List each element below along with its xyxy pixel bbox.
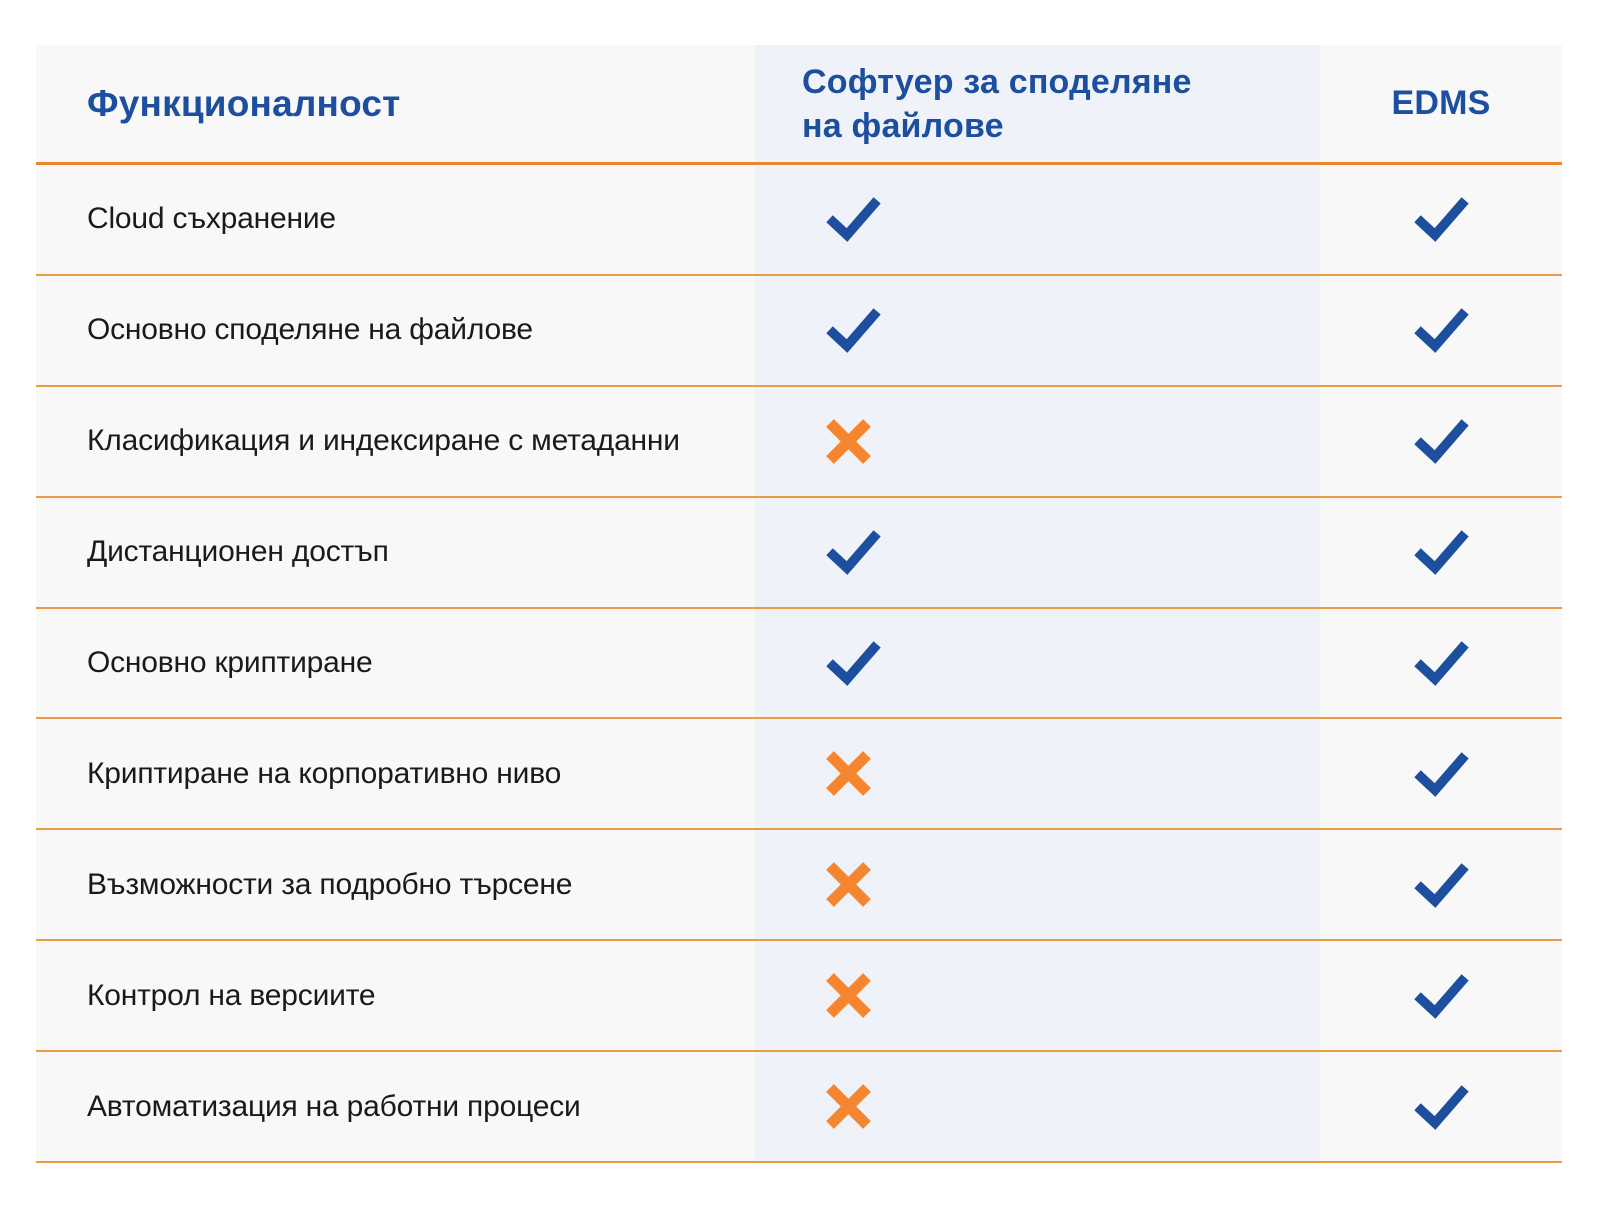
feature-column-title: Функционалност <box>87 82 401 124</box>
feature-label: Възможности за подробно търсене <box>87 867 573 901</box>
feature-label: Cloud съхранение <box>87 202 336 236</box>
edms-value-cell <box>1320 941 1562 1053</box>
table-row: Основно споделяне на файлове <box>36 275 1562 387</box>
check-icon <box>1413 308 1469 354</box>
file-sharing-value-cell <box>755 165 1320 276</box>
check-icon <box>1413 863 1469 908</box>
file-sharing-value-cell <box>755 941 1320 1053</box>
file-sharing-value-cell <box>755 719 1320 831</box>
header-cell-edms: EDMS <box>1320 45 1562 165</box>
check-icon <box>826 641 881 686</box>
feature-cell: Дистанционен достъп <box>36 497 755 609</box>
edms-value-cell <box>1320 719 1562 831</box>
check-icon <box>826 197 881 243</box>
cross-icon <box>826 862 871 908</box>
check-icon <box>1413 197 1469 243</box>
feature-cell: Криптиране на корпоративно ниво <box>36 719 755 831</box>
check-icon <box>1413 1084 1469 1130</box>
feature-cell: Автоматизация на работни процеси <box>36 1052 755 1164</box>
feature-label: Основно споделяне на файлове <box>87 313 533 347</box>
cross-icon <box>826 973 871 1019</box>
feature-cell: Cloud съхранение <box>36 165 755 276</box>
edms-value-cell <box>1320 165 1562 276</box>
file-sharing-value-cell <box>755 275 1320 387</box>
table-header-row: Функционалност Софтуер за споделяне на ф… <box>36 45 1562 165</box>
file-sharing-value-cell <box>755 608 1320 720</box>
check-icon <box>1413 641 1469 686</box>
feature-label: Дистанционен достъп <box>87 535 389 569</box>
feature-label: Основно криптиране <box>87 646 373 679</box>
file-sharing-value-cell <box>755 1052 1320 1164</box>
table-row: Дистанционен достъп <box>36 497 1562 609</box>
edms-value-cell <box>1320 608 1562 720</box>
file-sharing-value-cell <box>755 830 1320 942</box>
file-sharing-value-cell <box>755 386 1320 498</box>
edms-column-title: EDMS <box>1391 84 1491 122</box>
table-row: Основно криптиране <box>36 608 1562 720</box>
edms-value-cell <box>1320 830 1562 942</box>
check-icon <box>1413 752 1469 797</box>
feature-label: Автоматизация на работни процеси <box>87 1089 581 1123</box>
cross-icon <box>826 418 871 464</box>
table-row: Възможности за подробно търсене <box>36 830 1562 942</box>
edms-value-cell <box>1320 386 1562 498</box>
feature-cell: Контрол на версиите <box>36 941 755 1053</box>
header-cell-feature: Функционалност <box>36 45 755 165</box>
table-row: Криптиране на корпоративно ниво <box>36 719 1562 831</box>
table-body: Cloud съхранение Основно споделяне на фай… <box>36 165 1562 1164</box>
table-row: Класификация и индексиране с метаданни <box>36 386 1562 498</box>
table-row: Контрол на версиите <box>36 941 1562 1053</box>
table-row: Cloud съхранение <box>36 165 1562 276</box>
feature-cell: Класификация и индексиране с метаданни <box>36 386 755 498</box>
feature-cell: Възможности за подробно търсене <box>36 830 755 942</box>
feature-label: Класификация и индексиране с метаданни <box>87 424 680 458</box>
header-cell-file-sharing: Софтуер за споделяне на файлове <box>755 45 1320 165</box>
comparison-table: Функционалност Софтуер за споделяне на ф… <box>36 45 1562 1164</box>
feature-label: Контрол на версиите <box>87 978 376 1012</box>
cross-icon <box>826 1084 871 1129</box>
check-icon <box>1413 973 1469 1019</box>
check-icon <box>1413 530 1469 575</box>
check-icon <box>826 530 881 575</box>
cross-icon <box>826 751 871 797</box>
feature-label: Криптиране на корпоративно ниво <box>87 756 562 790</box>
check-icon <box>1413 419 1469 465</box>
feature-cell: Основно споделяне на файлове <box>36 275 755 387</box>
file-sharing-column-title: Софтуер за споделяне на файлове <box>802 62 1192 145</box>
edms-value-cell <box>1320 275 1562 387</box>
table-row: Автоматизация на работни процеси <box>36 1052 1562 1164</box>
check-icon <box>826 308 881 354</box>
file-sharing-value-cell <box>755 497 1320 609</box>
feature-cell: Основно криптиране <box>36 608 755 720</box>
edms-value-cell <box>1320 1052 1562 1164</box>
edms-value-cell <box>1320 497 1562 609</box>
